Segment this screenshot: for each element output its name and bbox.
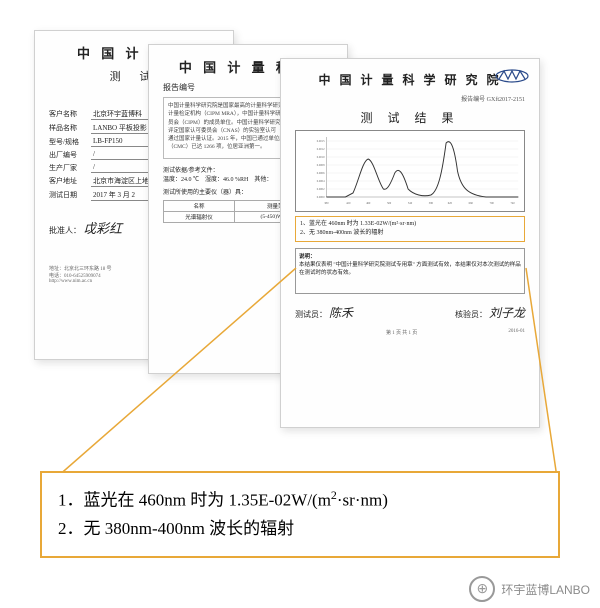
svg-text:620: 620 xyxy=(448,201,453,205)
page-footer: 第 1 页 共 1 页 2016-01 xyxy=(295,329,525,336)
results-title: 测 试 结 果 xyxy=(295,109,525,126)
svg-text:380: 380 xyxy=(324,201,329,205)
svg-text:0.0002: 0.0002 xyxy=(317,187,325,191)
svg-text:0.0008: 0.0008 xyxy=(317,163,325,167)
chart-xticks: 380 420 460 500 540 580 620 660 700 740 xyxy=(324,201,515,205)
finding-line-2: 2、无 380nm-400nm 波长的辐射 xyxy=(300,229,520,238)
checker-label: 核验员： xyxy=(455,310,487,319)
notes-box: 说明： 本结果仅表明 "中国计量科学研究院测试专用章" 方面测试有效，本结果仅对… xyxy=(295,248,525,294)
svg-text:700: 700 xyxy=(490,201,495,205)
callout-line-2: 2．无 380nm-400nm 波长的辐射 xyxy=(58,515,542,544)
table-header: 名称 xyxy=(164,201,235,212)
svg-text:460: 460 xyxy=(366,201,371,205)
signature-row: 测试员： 陈禾 核验员： 刘子龙 xyxy=(295,304,525,321)
watermark-text: 环宇蓝博LANBO xyxy=(501,581,590,598)
svg-text:580: 580 xyxy=(429,201,434,205)
report-page-3: 中 国 计 量 科 学 研 究 院 报告编号 GXft2017-2151 测 试… xyxy=(280,58,540,428)
field-label: 测试日期 xyxy=(49,190,91,201)
svg-text:0.0004: 0.0004 xyxy=(317,179,325,183)
field-label: 生产厂家 xyxy=(49,163,91,173)
page-date: 2016-01 xyxy=(508,329,525,336)
svg-text:660: 660 xyxy=(469,201,474,205)
svg-text:0.0000: 0.0000 xyxy=(317,195,325,199)
finding-line-1: 1、蓝光在 460nm 时为 1.33E-02W/(m²·sr·nm) xyxy=(300,220,520,229)
svg-text:420: 420 xyxy=(346,201,351,205)
field-label: 型号/规格 xyxy=(49,137,91,147)
tester-label: 测试员： xyxy=(295,310,327,319)
findings-callout: 1．蓝光在 460nm 时为 1.35E-02W/(m2·sr·nm) 2．无 … xyxy=(40,471,560,558)
field-label: 客户地址 xyxy=(49,176,91,187)
notes-label: 说明： xyxy=(299,252,521,260)
report-no-line: 报告编号 GXft2017-2151 xyxy=(295,94,525,103)
tester-signature: 陈禾 xyxy=(329,306,353,320)
field-label: 客户名称 xyxy=(49,109,91,120)
callout-line-1: 1．蓝光在 460nm 时为 1.35E-02W/(m2·sr·nm) xyxy=(58,485,542,516)
approver-label: 批准人： xyxy=(49,226,81,235)
svg-text:500: 500 xyxy=(387,201,392,205)
chart-yticks: 0.0000 0.0002 0.0004 0.0006 0.0008 0.001… xyxy=(317,139,325,199)
svg-text:0.0012: 0.0012 xyxy=(317,147,325,151)
nim-logo-icon xyxy=(495,67,529,83)
svg-text:0.0006: 0.0006 xyxy=(317,171,325,175)
checker-signature: 刘子龙 xyxy=(489,306,525,320)
field-label: 样品名称 xyxy=(49,123,91,134)
table-cell: 光谱辐射仪 xyxy=(164,212,235,223)
svg-text:540: 540 xyxy=(408,201,413,205)
svg-text:0.0010: 0.0010 xyxy=(317,155,325,159)
institute-title: 中 国 计 量 科 学 研 究 院 xyxy=(295,71,525,88)
highlighted-findings: 1、蓝光在 460nm 时为 1.33E-02W/(m²·sr·nm) 2、无 … xyxy=(295,216,525,242)
wechat-icon: ⊕ xyxy=(469,576,495,602)
page-number: 第 1 页 共 1 页 xyxy=(386,329,417,336)
field-label: 出厂编号 xyxy=(49,150,91,160)
svg-text:740: 740 xyxy=(510,201,515,205)
spectrum-curve xyxy=(326,142,518,197)
svg-text:0.0015: 0.0015 xyxy=(317,139,325,143)
notes-text: 本结果仅表明 "中国计量科学研究院测试专用章" 方面测试有效，本结果仅对本次测试… xyxy=(299,260,521,276)
source-watermark: ⊕ 环宇蓝博LANBO xyxy=(469,576,590,602)
spectrum-chart-svg: 0.0000 0.0002 0.0004 0.0006 0.0008 0.001… xyxy=(296,131,524,211)
approver-signature: 戉彩红 xyxy=(83,221,122,236)
spectrum-chart: 0.0000 0.0002 0.0004 0.0006 0.0008 0.001… xyxy=(295,130,525,212)
